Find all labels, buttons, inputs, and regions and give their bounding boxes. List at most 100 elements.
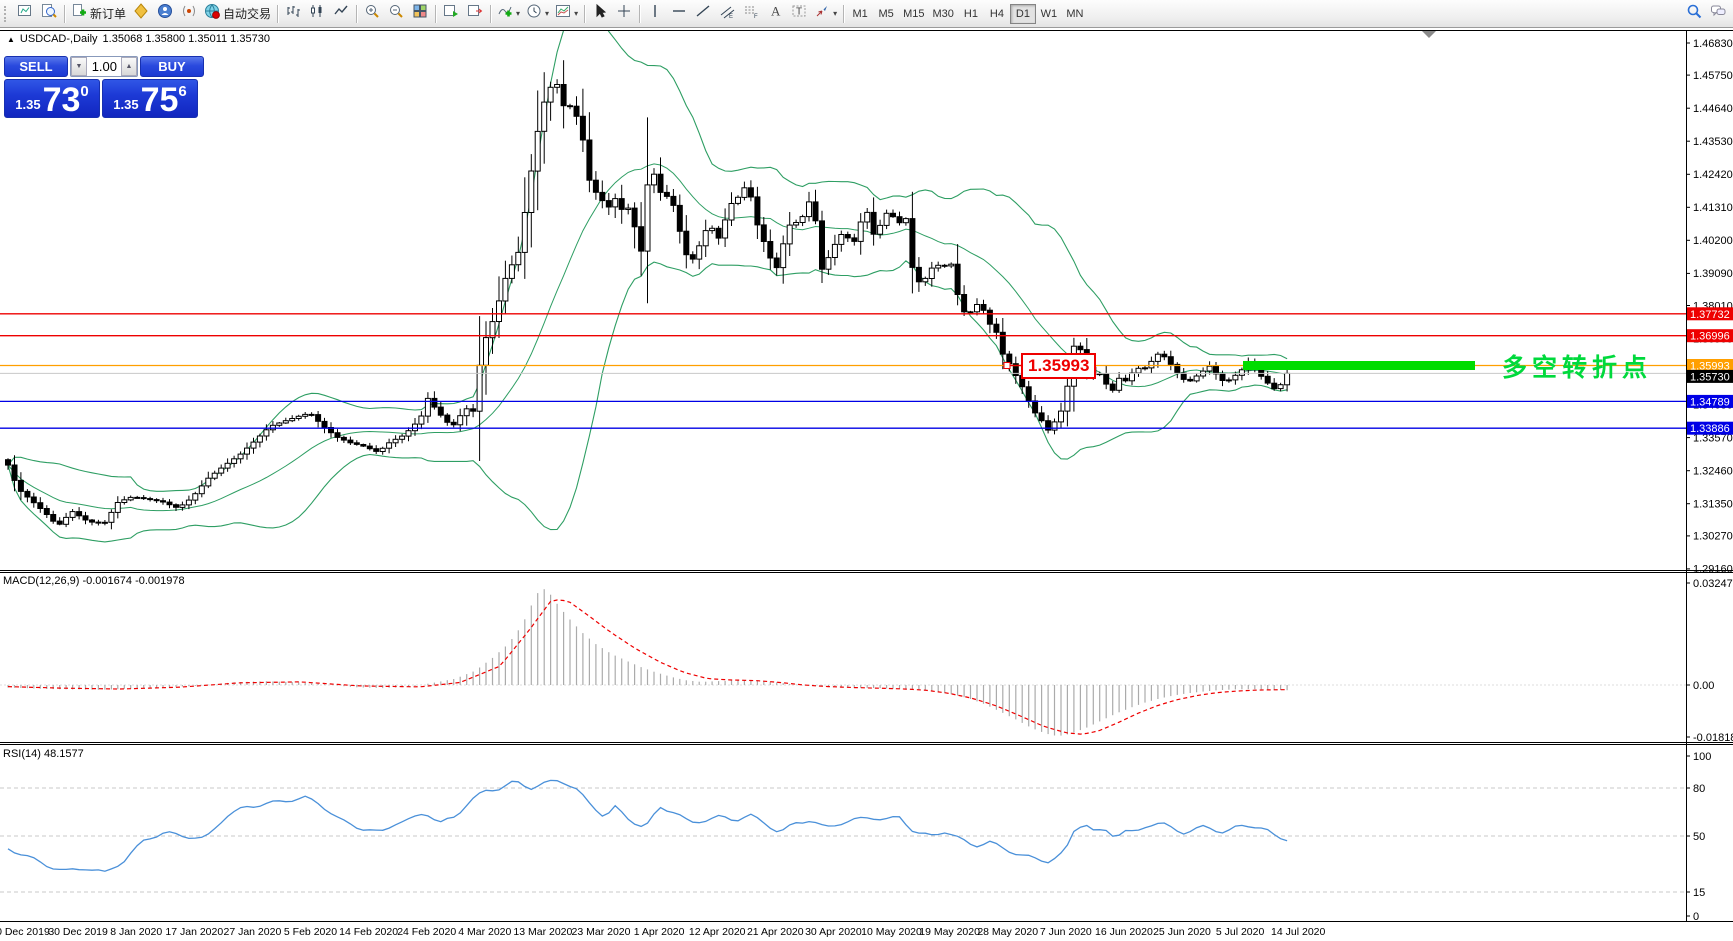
timeframe-button-M15[interactable]: M15	[903, 7, 925, 20]
volume-decrease-button[interactable]: ▼	[71, 57, 87, 76]
toolbar-button-periods[interactable]: ▾	[523, 3, 552, 25]
macd-signal-line	[7, 599, 1288, 735]
text-label-icon: T	[791, 3, 807, 24]
timeframe-button-M1[interactable]: M1	[852, 7, 868, 20]
toolbar-button-fibonacci[interactable]: F	[739, 3, 763, 25]
symbol-ohlc: 1.35068 1.35800 1.35011 1.35730	[102, 33, 270, 45]
sell-price-big: 73	[42, 80, 81, 119]
buy-price-button[interactable]: 1.35 75 6	[102, 79, 198, 118]
timeframe-button-MN[interactable]: MN	[1066, 7, 1084, 20]
price-tick-label: 1.31350	[1693, 499, 1733, 511]
community-icon	[157, 3, 173, 24]
price-tick-label: 1.44640	[1693, 103, 1733, 115]
svg-text:1.35993: 1.35993	[1690, 361, 1730, 373]
toolbar-button-metaeditor[interactable]	[129, 3, 153, 25]
toolbar-button-crosshair[interactable]	[612, 3, 636, 25]
chat-icon	[1710, 3, 1726, 24]
date-tick-label: 24 Feb 2020	[397, 926, 456, 938]
search-icon	[1686, 3, 1702, 24]
toolbar-button-bar-chart[interactable]	[281, 3, 305, 25]
toolbar-button-candlestick-chart[interactable]	[305, 3, 329, 25]
toolbar-button-text-label[interactable]: T	[787, 3, 811, 25]
date-tick-label: 28 May 2020	[977, 926, 1038, 938]
toolbar-button-new-chart[interactable]	[13, 3, 37, 25]
timeframe-button-H4[interactable]: H4	[989, 7, 1004, 20]
price-tick-label: 1.42420	[1693, 169, 1733, 181]
price-tick-label: 1.32460	[1693, 466, 1733, 478]
price-callout[interactable]: 1.35993	[1021, 353, 1097, 379]
price-tick-label: 1.39090	[1693, 268, 1733, 280]
date-tick-label: 10 May 2020	[861, 926, 922, 938]
timeframe-button-M5[interactable]: M5	[878, 7, 894, 20]
toolbar-button-chat[interactable]	[1706, 3, 1730, 25]
tile-windows-icon	[412, 3, 428, 24]
volume-input[interactable]	[87, 57, 121, 76]
toolbar-button-tile-windows[interactable]	[408, 3, 432, 25]
toolbar-button-signals[interactable]	[177, 3, 201, 25]
toolbar-button-zoom-out[interactable]	[384, 3, 408, 25]
toolbar-button-horizontal-line[interactable]	[667, 3, 691, 25]
window-splitter-icon[interactable]	[1422, 31, 1436, 38]
svg-text:0: 0	[1693, 911, 1699, 923]
timeframe-button-D1[interactable]: D1	[1009, 3, 1036, 24]
rsi-axis: 100 80 50 15 0	[1686, 751, 1711, 923]
sell-price-small: 1.35	[15, 97, 41, 112]
toolbar-button-chart-shift[interactable]	[463, 3, 487, 25]
toolbar-separator	[584, 4, 586, 23]
toolbar-right-group	[1682, 3, 1730, 25]
toolbar-button-new-order[interactable]: 新订单	[68, 3, 129, 25]
date-tick-label: 20 Dec 2019	[0, 926, 50, 938]
toolbar-button-zoom-in[interactable]	[360, 3, 384, 25]
symbol-collapse-icon: ▲	[7, 34, 15, 44]
volume-increase-button[interactable]: ▲	[121, 57, 137, 76]
cursor-icon	[592, 3, 608, 24]
toolbar-separator	[64, 4, 65, 23]
toolbar-button-text[interactable]: A	[763, 3, 787, 25]
equidistant-channel-icon: E	[719, 3, 735, 24]
toolbar-button-search[interactable]	[1682, 3, 1706, 25]
price-tick-label: 1.40200	[1693, 235, 1733, 247]
buy-button[interactable]: BUY	[140, 56, 204, 77]
chevron-down-icon: ▾	[545, 8, 550, 18]
new-chart-icon	[17, 3, 33, 24]
timeframe-button-H1[interactable]: H1	[963, 7, 978, 20]
toolbar-button-equidistant-channel[interactable]: E	[715, 3, 739, 25]
zoom-in-icon	[364, 3, 380, 24]
price-level-badge: 1.35993	[1687, 359, 1733, 373]
timeframe-button-M30[interactable]: M30	[932, 7, 954, 20]
toolbar-separator	[490, 4, 492, 23]
toolbar-button-community[interactable]	[153, 3, 177, 25]
toolbar-button-trendline[interactable]	[691, 3, 715, 25]
sell-price-button[interactable]: 1.35 73 0	[4, 79, 100, 118]
svg-text:0.00: 0.00	[1693, 680, 1714, 692]
date-tick-label: 27 Jan 2020	[223, 926, 281, 938]
date-tick-label: 17 Jan 2020	[165, 926, 223, 938]
toolbar-button-chart-preview[interactable]	[37, 3, 61, 25]
toolbar-button-cursor[interactable]	[588, 3, 612, 25]
chart-annotation-text[interactable]: 多空转折点	[1502, 354, 1653, 382]
zoom-out-icon	[388, 3, 404, 24]
sell-price-sup: 0	[80, 83, 89, 100]
sell-button[interactable]: SELL	[4, 56, 68, 77]
templates-icon	[555, 3, 571, 24]
candlestick-chart-icon	[309, 3, 325, 24]
toolbar-button-autotrading[interactable]: 自动交易	[201, 3, 274, 25]
toolbar-button-arrows[interactable]: ▾	[811, 3, 840, 25]
toolbar-button-templates[interactable]: ▾	[552, 3, 581, 25]
rsi-pane	[0, 779, 1686, 893]
toolbar-button-line-chart[interactable]	[329, 3, 353, 25]
chevron-down-icon: ▾	[574, 8, 579, 18]
green-highlight-bar[interactable]	[1243, 361, 1475, 370]
date-tick-label: 21 Apr 2020	[747, 926, 804, 938]
toolbar-button-auto-scroll[interactable]	[439, 3, 463, 25]
toolbar-button-vertical-line[interactable]	[643, 3, 667, 25]
timeframe-button-W1[interactable]: W1	[1040, 7, 1058, 20]
horizontal-line-icon	[671, 3, 687, 24]
callout-anchor[interactable]	[1003, 362, 1011, 369]
trendline-icon	[695, 3, 711, 24]
macd-label: MACD(12,26,9) -0.001674 -0.001978	[3, 575, 185, 587]
toolbar-button-indicators[interactable]: ▾	[494, 3, 523, 25]
svg-text:100: 100	[1693, 751, 1711, 763]
toolbar-button-label: 自动交易	[223, 7, 272, 21]
